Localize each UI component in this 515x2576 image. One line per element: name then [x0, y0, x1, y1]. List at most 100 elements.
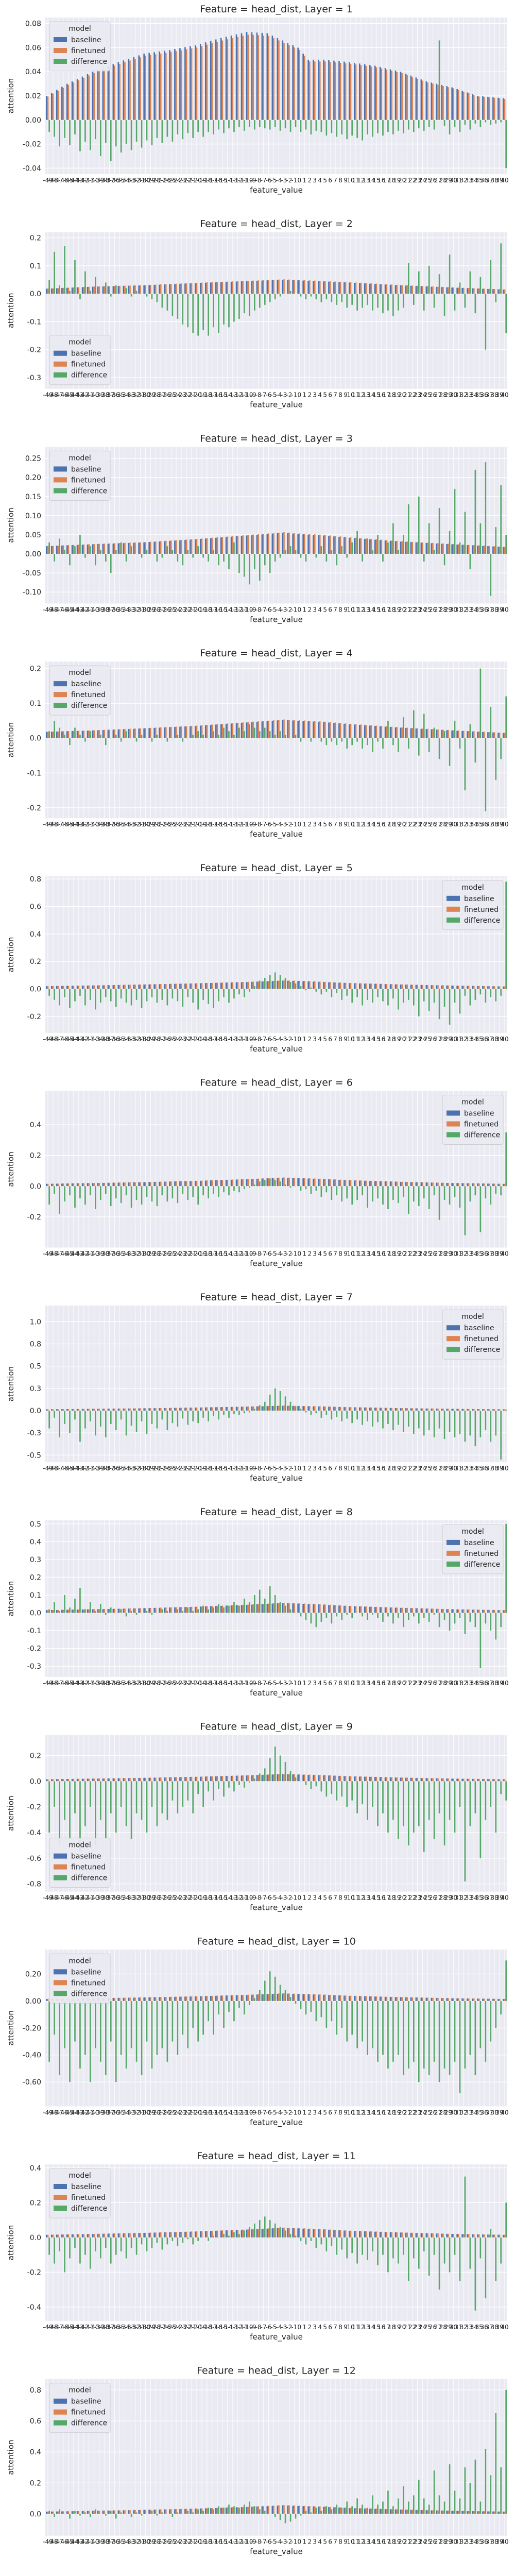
bar-baseline	[66, 1609, 68, 1613]
bar-difference	[295, 1406, 297, 1411]
x-tick-label: 4	[318, 1465, 322, 1472]
bar-difference	[59, 538, 60, 554]
x-tick-label: -33	[125, 177, 135, 184]
bar-finetuned	[308, 981, 311, 989]
x-tick-label: 30	[450, 1036, 457, 1043]
x-tick-label: -35	[115, 1465, 125, 1472]
bar-baseline	[503, 547, 504, 554]
bar-difference	[74, 989, 76, 1002]
bar-finetuned	[319, 1178, 321, 1187]
x-tick-label: 23	[414, 177, 421, 184]
bar-baseline	[374, 1777, 376, 1782]
y-axis-label: attention	[6, 2010, 15, 2045]
bar-finetuned	[145, 56, 146, 120]
bar-baseline	[200, 539, 201, 554]
bar-finetuned	[88, 286, 90, 294]
bar-difference	[141, 120, 143, 148]
bar-finetuned	[52, 1610, 54, 1613]
bar-finetuned	[283, 279, 285, 294]
bar-baseline	[369, 1181, 371, 1187]
bar-difference	[171, 1781, 174, 1801]
bar-baseline	[482, 1998, 484, 2001]
bar-difference	[362, 989, 363, 1006]
x-tick-label: -44	[68, 177, 79, 184]
bar-finetuned	[160, 1181, 162, 1187]
bar-baseline	[128, 1778, 130, 1782]
bar-difference	[228, 989, 230, 1003]
bar-baseline	[164, 1181, 165, 1187]
bar-difference	[64, 989, 65, 997]
x-tick-label: -4	[276, 1465, 282, 1472]
bar-difference	[500, 1186, 502, 1196]
x-tick-label: 39	[495, 821, 503, 828]
bar-difference	[48, 989, 50, 996]
bar-finetuned	[227, 1775, 229, 1782]
bar-difference	[120, 120, 122, 152]
bar-finetuned	[473, 95, 475, 120]
bar-baseline	[477, 1778, 478, 1782]
bar-baseline	[153, 1408, 155, 1411]
bar-finetuned	[67, 1778, 70, 1782]
bar-baseline	[477, 1409, 478, 1411]
bar-difference	[105, 282, 107, 294]
bar-difference	[120, 1781, 122, 1807]
bar-finetuned	[98, 71, 100, 120]
bar-difference	[79, 1186, 81, 1199]
bar-baseline	[164, 984, 165, 989]
bar-difference	[500, 1613, 502, 1628]
bar-finetuned	[93, 286, 95, 294]
bar-difference	[362, 1186, 363, 1196]
bar-difference	[213, 550, 214, 554]
bar-difference	[479, 2001, 482, 2048]
bar-finetuned	[160, 1607, 162, 1613]
bar-baseline	[358, 1180, 360, 1187]
bar-difference	[182, 1611, 184, 1613]
bar-baseline	[477, 1183, 478, 1187]
bar-finetuned	[462, 731, 465, 738]
bar-difference	[469, 2001, 471, 2055]
bar-baseline	[246, 1995, 248, 2001]
bar-finetuned	[329, 1406, 331, 1411]
bar-difference	[151, 989, 153, 997]
x-tick-label: 10	[347, 392, 354, 399]
bar-difference	[474, 469, 476, 554]
bar-finetuned	[67, 731, 70, 738]
x-tick-label: -30	[141, 821, 151, 828]
y-tick-label: 0.8	[30, 1340, 41, 1348]
bar-finetuned	[437, 1182, 439, 1187]
bar-finetuned	[196, 1776, 198, 1782]
bar-baseline	[204, 1407, 207, 1411]
bar-finetuned	[247, 1179, 249, 1187]
bar-difference	[48, 2001, 50, 2062]
bar-baseline	[415, 1777, 417, 1782]
bar-finetuned	[134, 1608, 136, 1613]
x-tick-label: -27	[156, 606, 166, 613]
bar-finetuned	[473, 1998, 475, 2001]
x-tick-label: -42	[79, 606, 89, 613]
bar-difference	[464, 1781, 466, 1882]
bar-difference	[449, 120, 451, 134]
x-tick-label: 31	[455, 1465, 462, 1472]
bar-difference	[161, 1411, 163, 1420]
bar-finetuned	[381, 68, 383, 120]
bar-difference	[320, 1411, 322, 1418]
bar-finetuned	[196, 1996, 198, 2001]
bar-baseline	[76, 1183, 78, 1187]
bar-finetuned	[93, 985, 95, 989]
bar-difference	[115, 734, 117, 738]
bar-baseline	[210, 41, 212, 120]
bar-finetuned	[308, 534, 311, 554]
bar-finetuned	[232, 1775, 234, 1782]
bar-baseline	[436, 286, 438, 294]
bar-finetuned	[114, 543, 115, 554]
bar-finetuned	[375, 1996, 377, 2001]
bar-difference	[130, 1411, 132, 1426]
x-tick-label: -25	[166, 1250, 176, 1258]
x-tick-label: -17	[207, 606, 217, 613]
bar-difference	[249, 989, 250, 992]
bar-finetuned	[232, 1995, 234, 2001]
bar-difference	[398, 1186, 399, 1204]
bar-finetuned	[247, 1775, 249, 1782]
bar-baseline	[307, 721, 309, 738]
